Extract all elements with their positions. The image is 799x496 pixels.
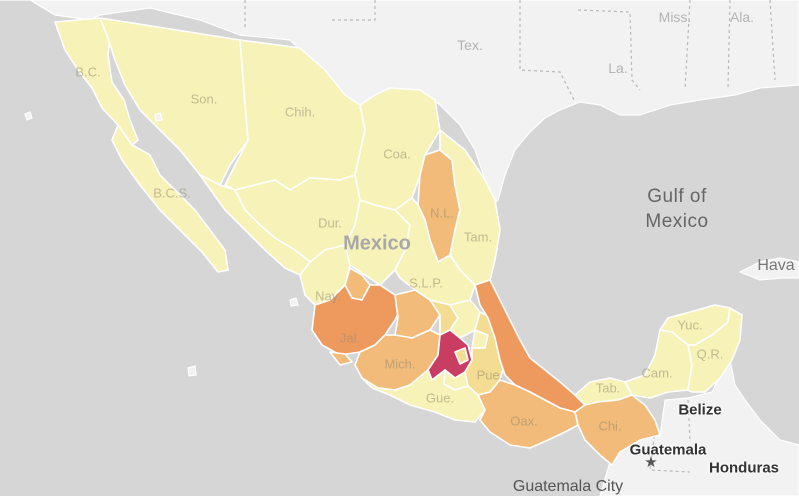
state-sinaloa[interactable] xyxy=(199,174,311,276)
state-guerrero[interactable] xyxy=(361,369,486,423)
state-chiapas[interactable] xyxy=(574,394,661,466)
island xyxy=(187,365,197,377)
state-ciudad-de-mexico[interactable] xyxy=(454,347,469,365)
state-baja-california-sur[interactable] xyxy=(111,124,229,273)
usa-landmass xyxy=(0,0,799,207)
island xyxy=(24,111,33,121)
mexico-states xyxy=(54,17,743,466)
island xyxy=(154,112,163,122)
island xyxy=(289,297,299,307)
borders xyxy=(244,0,776,473)
cuba-landmass xyxy=(738,257,799,281)
capital-star-icon: ★ xyxy=(644,454,658,471)
state-san-luis-potosi[interactable] xyxy=(394,197,476,306)
state-quintana-roo[interactable] xyxy=(687,307,743,393)
state-colima[interactable] xyxy=(329,351,353,366)
state-hidalgo[interactable] xyxy=(449,299,481,339)
